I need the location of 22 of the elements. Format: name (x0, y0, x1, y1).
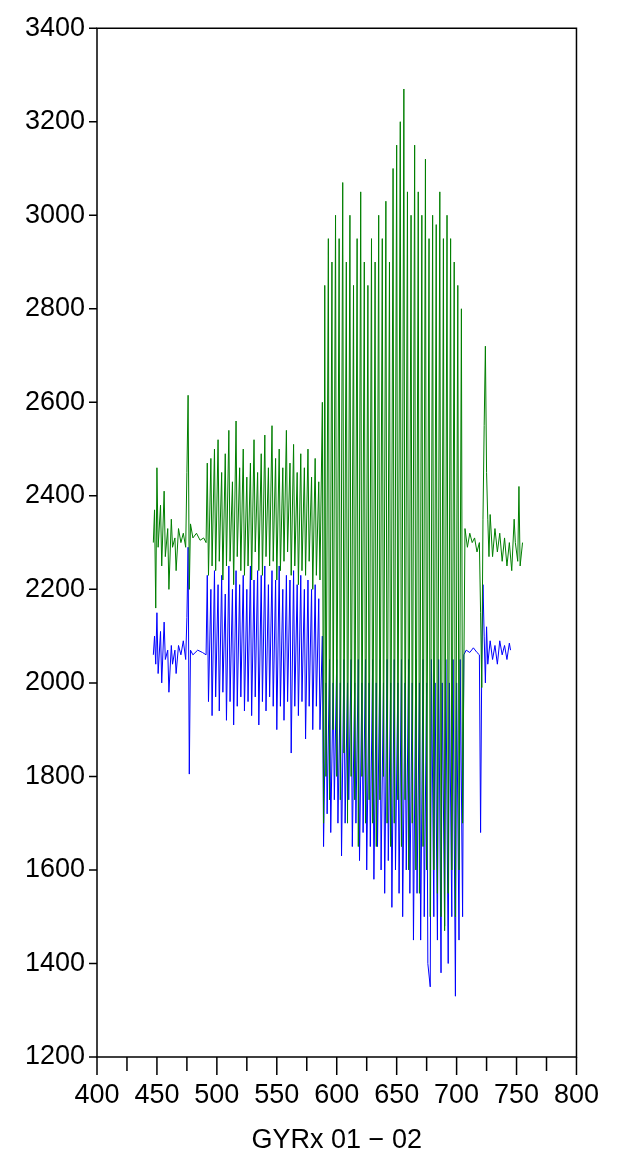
x-tick-label: 500 (194, 1078, 240, 1109)
y-tick-label: 3000 (24, 198, 85, 229)
y-tick-label: 2600 (24, 385, 85, 416)
y-tick-label: 3200 (24, 105, 85, 136)
y-tick-label: 1400 (24, 946, 85, 977)
x-tick-label: 550 (254, 1078, 300, 1109)
y-tick-label: 1800 (24, 759, 85, 790)
x-tick-label: 600 (314, 1078, 360, 1109)
x-tick-label: 800 (553, 1078, 600, 1109)
y-tick-label: 3400 (24, 11, 85, 42)
y-tick-label: 2200 (24, 572, 85, 603)
y-tick-label: 2000 (24, 666, 85, 697)
y-tick-label: 1600 (24, 853, 85, 884)
y-tick-label: 1200 (24, 1040, 85, 1071)
x-tick-label: 750 (494, 1078, 540, 1109)
x-tick-label: 650 (374, 1078, 420, 1109)
y-tick-label: 2800 (24, 292, 85, 323)
x-axis-title: GYRx 01 − 02 (251, 1124, 422, 1155)
x-tick-label: 400 (74, 1078, 120, 1109)
y-tick-label: 2400 (24, 479, 85, 510)
x-tick-label: 700 (434, 1078, 480, 1109)
x-tick-label: 450 (134, 1078, 180, 1109)
